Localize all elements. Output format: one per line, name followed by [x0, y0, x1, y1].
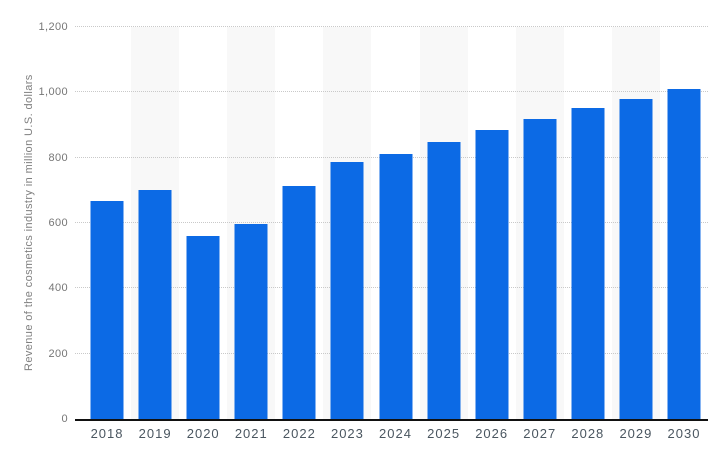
x-tick-label-2022: 2022 [282, 426, 316, 441]
y-axis-tick-labels: 0 200 400 600 800 1,000 1,200 [0, 21, 68, 425]
bar-2022[interactable] [282, 185, 316, 419]
x-tick-label-2030: 2030 [667, 426, 701, 441]
bar-2021[interactable] [234, 223, 268, 419]
y-tick-label-1,000: 1,000 [38, 86, 68, 99]
bar-column-2030 [660, 27, 708, 419]
bar-2030[interactable] [667, 89, 701, 419]
y-tick-label-1,200: 1,200 [38, 21, 68, 33]
gridline-1,200 [75, 26, 708, 27]
bar-column-2028 [564, 27, 612, 419]
y-tick-label-600: 600 [48, 217, 68, 229]
bar-2020[interactable] [186, 236, 220, 419]
plot-area [75, 26, 708, 421]
y-tick-label-800: 800 [48, 151, 68, 164]
bar-2024[interactable] [379, 153, 412, 419]
bar-column-2019 [131, 27, 179, 419]
bar-column-2018 [83, 27, 131, 419]
x-tick-label-2018: 2018 [90, 426, 124, 441]
x-axis-tick-labels: 2018 2019 2020 2021 2022 2023 2024 2025 2026 2027… [83, 426, 708, 441]
x-tick-label-2020: 2020 [186, 426, 220, 441]
bar-column-2024 [371, 27, 419, 419]
x-tick-label-2029: 2029 [619, 426, 653, 441]
bar-column-2023 [323, 27, 371, 419]
bar-2019[interactable] [138, 190, 172, 419]
x-tick-label-2019: 2019 [138, 426, 172, 441]
bar-column-2026 [468, 27, 516, 419]
bar-2018[interactable] [90, 200, 124, 419]
x-axis-line [75, 418, 708, 421]
bar-2027[interactable] [523, 118, 557, 419]
bar-2023[interactable] [330, 162, 364, 419]
bar-column-2020 [179, 27, 227, 419]
bar-column-2025 [420, 27, 468, 419]
x-tick-label-2025: 2025 [427, 426, 461, 441]
y-tick-label-200: 200 [48, 347, 68, 360]
x-tick-label-2027: 2027 [523, 426, 557, 441]
gridline-1,000 [75, 91, 708, 93]
y-tick-label-0: 0 [61, 413, 68, 425]
x-tick-label-2021: 2021 [234, 426, 268, 441]
x-tick-label-2026: 2026 [475, 426, 509, 441]
bar-2026[interactable] [475, 130, 509, 419]
x-tick-label-2028: 2028 [571, 426, 605, 441]
bar-2028[interactable] [571, 108, 605, 419]
bar-column-2027 [516, 27, 564, 419]
bar-2025[interactable] [427, 142, 461, 419]
bar-column-2022 [275, 27, 323, 419]
bar-column-2021 [227, 27, 275, 419]
bar-2029[interactable] [619, 98, 653, 419]
y-tick-label-400: 400 [48, 282, 68, 295]
bar-column-2029 [612, 27, 660, 419]
x-tick-label-2024: 2024 [379, 426, 412, 441]
bar-series [83, 27, 708, 419]
x-tick-label-2023: 2023 [330, 426, 364, 441]
